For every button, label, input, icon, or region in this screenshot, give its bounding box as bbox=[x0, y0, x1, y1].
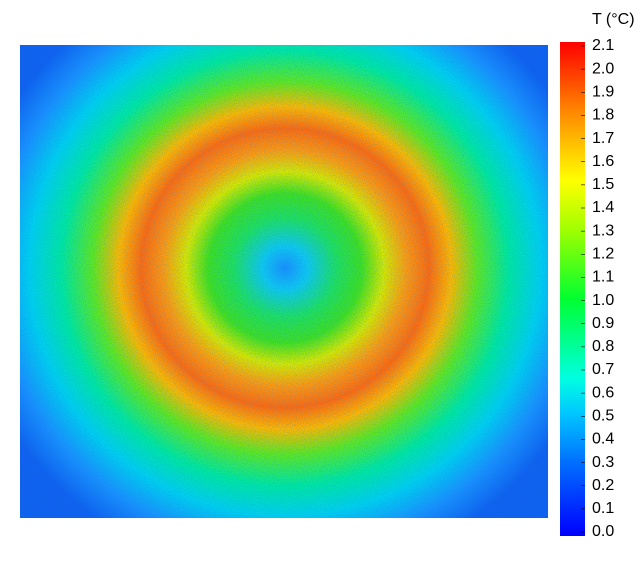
colorbar-tick-label: 1.5 bbox=[592, 176, 614, 193]
colorbar-title: T (°C) bbox=[592, 11, 635, 28]
colorbar-tick-label: 1.2 bbox=[592, 246, 614, 263]
colorbar-tick-label: 1.4 bbox=[592, 199, 614, 216]
colorbar-tick-label: 0.8 bbox=[592, 338, 614, 355]
thermal-image bbox=[20, 45, 548, 518]
colorbar-tick-label: 0.5 bbox=[592, 408, 614, 425]
colorbar-tick-label: 2.1 bbox=[592, 37, 614, 54]
colorbar-tick-label: 1.0 bbox=[592, 292, 614, 309]
colorbar-tick-label: 1.3 bbox=[592, 222, 614, 239]
colorbar-tick-label: 1.9 bbox=[592, 84, 614, 101]
colorbar-tick-label: 1.7 bbox=[592, 130, 614, 147]
colorbar-tick-label: 0.3 bbox=[592, 454, 614, 471]
colorbar bbox=[560, 42, 585, 536]
colorbar-tick-label: 0.6 bbox=[592, 384, 614, 401]
colorbar-tick-label: 1.8 bbox=[592, 107, 614, 124]
colorbar-tick-label: 0.4 bbox=[592, 431, 614, 448]
colorbar-tick-label: 0.0 bbox=[592, 523, 614, 540]
colorbar-tick-label: 2.0 bbox=[592, 60, 614, 77]
colorbar-tick-label: 0.7 bbox=[592, 361, 614, 378]
colorbar-tick-label: 0.1 bbox=[592, 500, 614, 517]
colorbar-tick-label: 0.2 bbox=[592, 477, 614, 494]
colorbar-tick-label: 0.9 bbox=[592, 315, 614, 332]
noise-texture bbox=[20, 45, 548, 518]
colorbar-tick-label: 1.1 bbox=[592, 269, 614, 286]
colorbar-tick-label: 1.6 bbox=[592, 153, 614, 170]
